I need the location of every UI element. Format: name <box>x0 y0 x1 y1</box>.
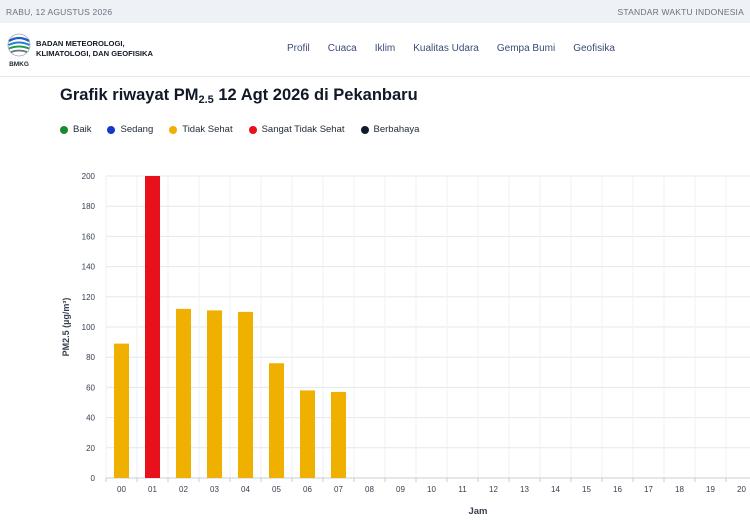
legend-item-sangat-tidak-sehat[interactable]: Sangat Tidak Sehat <box>248 124 345 135</box>
x-tick-label: 16 <box>613 485 622 494</box>
org-name-line1: BADAN METEOROLOGI, <box>36 39 125 48</box>
x-tick-label: 05 <box>272 485 281 494</box>
bmkg-logo-icon[interactable]: BMKG <box>5 33 33 69</box>
legend-item-sedang[interactable]: Sedang <box>107 124 153 135</box>
x-axis-label: Jam <box>468 506 487 517</box>
x-tick-label: 13 <box>520 485 529 494</box>
bar-hour-00 <box>114 343 129 478</box>
org-name-line2: KLIMATOLOGI, DAN GEOFISIKA <box>36 49 153 58</box>
y-tick-label: 120 <box>82 293 96 302</box>
legend-dot-baik <box>60 125 68 134</box>
legend-dot-berbahaya <box>360 125 369 134</box>
x-tick-label: 14 <box>551 485 560 494</box>
x-tick-label: 11 <box>458 485 467 494</box>
x-tick-label: 07 <box>334 485 343 494</box>
legend-item-baik[interactable]: Baik <box>60 124 91 135</box>
x-tick-label: 03 <box>210 485 219 494</box>
x-tick-label: 04 <box>241 485 250 494</box>
y-tick-label: 0 <box>91 474 96 483</box>
x-tick-label: 15 <box>582 485 591 494</box>
top-info-bar: RABU, 12 AGUSTUS 2026 STANDAR WAKTU INDO… <box>0 0 750 23</box>
y-tick-label: 60 <box>86 383 95 392</box>
bar-hour-03 <box>207 310 222 478</box>
y-axis-label: PM2.5 (µg/m³) <box>61 298 71 357</box>
x-tick-label: 19 <box>706 485 715 494</box>
x-tick-label: 02 <box>179 485 188 494</box>
x-tick-label: 17 <box>644 485 653 494</box>
title-prefix: Grafik riwayat PM <box>60 86 199 104</box>
x-tick-label: 01 <box>148 485 157 494</box>
x-tick-label: 06 <box>303 485 312 494</box>
bar-hour-05 <box>269 363 284 478</box>
bar-hour-01 <box>145 176 160 478</box>
x-tick-label: 09 <box>396 485 405 494</box>
y-tick-label: 180 <box>82 202 96 211</box>
nav-item-geofisika[interactable]: Geofisika <box>573 43 615 54</box>
logo-text: BMKG <box>9 61 29 68</box>
organization-name: BADAN METEOROLOGI, KLIMATOLOGI, DAN GEOF… <box>36 39 153 59</box>
legend-label-sangat-tidak-sehat: Sangat Tidak Sehat <box>261 124 345 135</box>
chart-legend: Baik Sedang Tidak Sehat Sangat Tidak Seh… <box>60 124 435 135</box>
title-subscript: 2.5 <box>198 94 214 106</box>
x-tick-label: 08 <box>365 485 374 494</box>
legend-dot-sangat-tidak-sehat <box>248 125 257 134</box>
title-suffix: 12 Agt 2026 di Pekanbaru <box>213 86 418 104</box>
x-tick-label: 10 <box>427 485 436 494</box>
y-tick-label: 100 <box>82 323 96 332</box>
nav-item-iklim[interactable]: Iklim <box>374 43 396 54</box>
y-tick-label: 20 <box>86 444 95 453</box>
current-date: RABU, 12 AGUSTUS 2026 <box>6 6 113 17</box>
x-tick-label: 20 <box>737 485 746 494</box>
y-tick-label: 140 <box>82 263 96 272</box>
legend-dot-sedang <box>107 125 116 134</box>
bar-hour-04 <box>238 311 253 478</box>
x-tick-label: 12 <box>489 485 498 494</box>
page-title: Grafik riwayat PM2.5 12 Agt 2026 di Peka… <box>60 86 418 106</box>
main-navbar: BMKG BADAN METEOROLOGI, KLIMATOLOGI, DAN… <box>0 23 750 77</box>
nav-menu: Profil Cuaca Iklim Kualitas Udara Gempa … <box>287 43 633 54</box>
y-tick-label: 40 <box>86 414 95 423</box>
nav-item-cuaca[interactable]: Cuaca <box>327 43 357 54</box>
x-tick-label: 18 <box>675 485 684 494</box>
nav-item-gempa-bumi[interactable]: Gempa Bumi <box>496 43 556 54</box>
y-tick-label: 80 <box>86 353 95 362</box>
legend-item-berbahaya[interactable]: Berbahaya <box>360 124 420 135</box>
legend-label-tidak-sehat: Tidak Sehat <box>182 124 233 135</box>
y-tick-label: 160 <box>82 232 96 241</box>
timezone-label: STANDAR WAKTU INDONESIA <box>617 6 744 17</box>
legend-label-sedang: Sedang <box>120 124 154 135</box>
legend-label-baik: Baik <box>73 124 92 135</box>
nav-item-kualitas-udara[interactable]: Kualitas Udara <box>413 43 479 54</box>
legend-label-berbahaya: Berbahaya <box>373 124 420 135</box>
legend-dot-tidak-sehat <box>169 125 178 134</box>
legend-item-tidak-sehat[interactable]: Tidak Sehat <box>169 124 233 135</box>
x-tick-label: 00 <box>117 485 126 494</box>
nav-item-profil[interactable]: Profil <box>287 43 310 54</box>
bar-hour-07 <box>331 391 346 478</box>
y-tick-label: 200 <box>82 172 96 181</box>
bar-hour-06 <box>300 390 315 478</box>
bar-hour-02 <box>176 308 191 478</box>
pm25-bar-chart: 0 20 40 60 80 100 120 140 160 180 200 00 01 02 03 04 05 0… <box>61 172 750 517</box>
